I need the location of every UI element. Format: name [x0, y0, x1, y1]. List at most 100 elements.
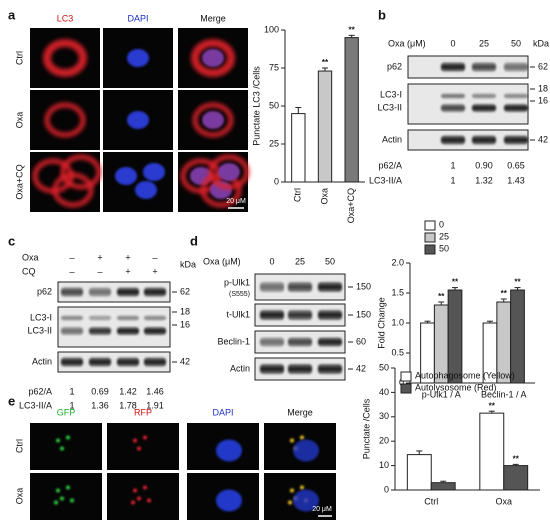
micrograph — [103, 152, 173, 212]
treatment-sign: – — [97, 266, 102, 276]
blot-band — [504, 135, 528, 145]
treatment-label: Oxa (μM) — [203, 256, 241, 266]
blot-label: Beclin-1 — [217, 336, 250, 346]
dose-label: 50 — [511, 38, 521, 48]
blot-band — [89, 327, 111, 335]
y-tick-label: 0.5 — [391, 347, 404, 357]
nucleus — [143, 163, 165, 181]
blot-band — [504, 62, 528, 72]
blot-band — [504, 104, 528, 112]
cell — [32, 154, 102, 208]
legend-label: 50 — [439, 243, 449, 253]
dose-label: 25 — [479, 38, 489, 48]
blot-band — [504, 93, 528, 99]
puncta — [133, 488, 137, 493]
cell — [127, 49, 149, 67]
marker-label: 60 — [356, 336, 366, 346]
y-tick-label: 40 — [379, 387, 389, 397]
puncta — [143, 435, 147, 440]
bar — [503, 465, 529, 491]
cell — [216, 489, 242, 512]
cell — [54, 485, 74, 505]
bar — [510, 289, 525, 384]
channel-label: Merge — [287, 407, 313, 417]
y-tick-label: 100 — [264, 24, 279, 34]
marker-label: 150 — [356, 281, 371, 291]
significance-label: ** — [514, 278, 521, 287]
blot-label: p62 — [37, 286, 52, 296]
blot-band — [318, 364, 342, 374]
treatment-sign: – — [152, 252, 157, 262]
blot-label: p-Ulk1 — [224, 277, 250, 287]
treatment-sign: + — [125, 252, 130, 262]
kda-label: kDa — [180, 259, 196, 269]
treatment-sign: + — [97, 252, 102, 262]
quant-value: 1.78 — [119, 400, 137, 410]
puncta — [66, 435, 70, 440]
bar — [479, 412, 505, 491]
blot-label: LC3-I — [380, 89, 402, 99]
cell — [115, 163, 165, 199]
x-tick-label: Oxa — [319, 188, 329, 205]
scale-label: 20 μM — [226, 198, 246, 205]
cell — [216, 439, 242, 462]
significance-label: ** — [438, 292, 445, 301]
legend-swatch — [424, 232, 436, 243]
puncta — [56, 488, 60, 493]
nucleus — [293, 489, 319, 512]
y-tick-label: 20 — [379, 436, 389, 446]
blot-band — [61, 315, 83, 321]
marker-label: 16 — [538, 95, 548, 105]
legend-label: Autophagosome (Yellow) — [415, 370, 515, 380]
cell — [192, 102, 234, 138]
quant-value: 0.65 — [507, 160, 525, 170]
cell — [133, 435, 147, 451]
cytoplasm-signal — [208, 154, 250, 190]
cytoplasm-signal — [60, 154, 102, 190]
blot-band — [288, 282, 312, 292]
legend-label: 0 — [439, 219, 444, 229]
blot-band — [288, 337, 312, 347]
puncta — [66, 485, 70, 490]
micrograph — [30, 473, 102, 520]
blot-label: t-Ulk1 — [226, 309, 250, 319]
x-tick-label: Beclin-1 / A — [481, 389, 527, 399]
marker-label: 18 — [180, 306, 190, 316]
blot-frame — [57, 281, 171, 303]
dose-label: 0 — [269, 256, 274, 266]
y-tick-label: 50 — [269, 100, 279, 110]
channel-label: DAPI — [212, 407, 233, 417]
significance-label: ** — [501, 289, 508, 298]
panel-label: a — [8, 7, 16, 22]
panel-label: d — [190, 233, 198, 248]
quant-value: 1.32 — [475, 175, 493, 185]
cytoplasm-signal — [191, 39, 235, 77]
nucleus — [216, 489, 242, 512]
micrograph — [30, 90, 100, 150]
cell — [131, 485, 151, 505]
bar — [291, 113, 306, 183]
marker-label: 150 — [356, 309, 371, 319]
puncta — [290, 488, 294, 493]
nucleus — [218, 163, 240, 181]
blot-frame — [57, 351, 171, 373]
blot-band — [288, 310, 312, 320]
blot-band — [260, 337, 284, 347]
bar — [344, 37, 359, 183]
puncta — [60, 446, 64, 451]
panel-label: c — [8, 233, 15, 248]
puncta — [70, 498, 74, 503]
y-tick-label: 0 — [384, 484, 389, 494]
blot-band — [318, 282, 342, 292]
legend-swatch — [424, 220, 436, 231]
blot-label: p62 — [387, 61, 402, 71]
y-tick-label: 1.0 — [391, 317, 404, 327]
puncta — [147, 498, 151, 503]
blot-band — [441, 135, 465, 145]
quant-value: 1.36 — [91, 400, 109, 410]
quant-value: 1 — [450, 175, 455, 185]
legend-label: 25 — [439, 231, 449, 241]
quant-value: 1.43 — [507, 175, 525, 185]
y-tick-label: 0 — [399, 377, 404, 387]
blot-band — [441, 93, 465, 99]
